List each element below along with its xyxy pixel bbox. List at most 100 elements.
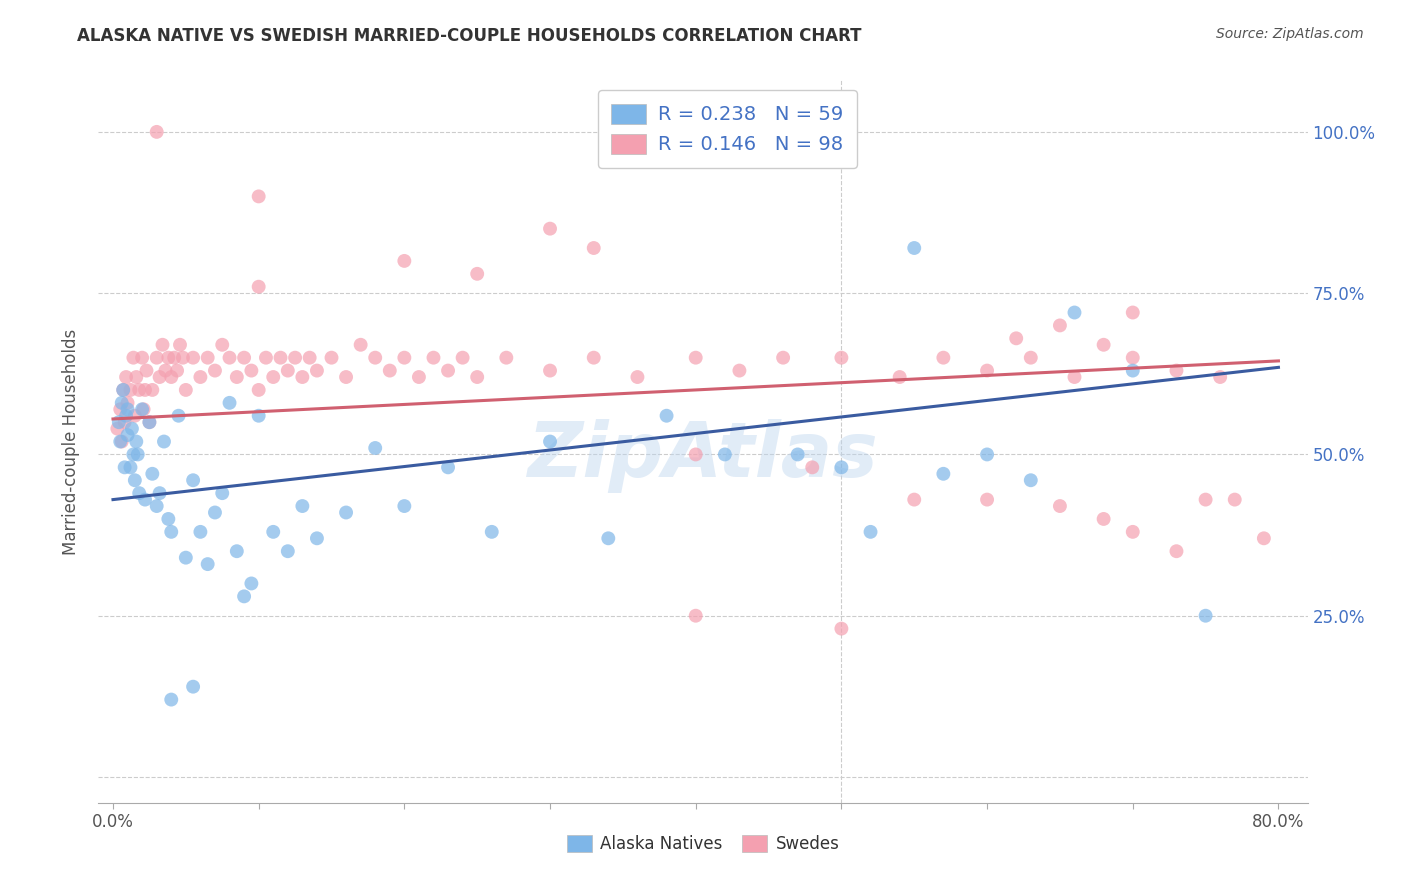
Point xyxy=(153,434,176,449)
Point xyxy=(903,492,925,507)
Point xyxy=(582,241,605,255)
Point xyxy=(163,351,186,365)
Point xyxy=(1209,370,1232,384)
Point xyxy=(335,370,357,384)
Point xyxy=(598,531,620,545)
Point xyxy=(111,434,134,449)
Point xyxy=(626,370,648,384)
Point xyxy=(394,499,416,513)
Point xyxy=(141,383,163,397)
Point xyxy=(422,351,444,365)
Point xyxy=(149,370,172,384)
Point xyxy=(233,590,256,604)
Point xyxy=(190,524,212,539)
Point xyxy=(174,383,197,397)
Point xyxy=(685,351,707,365)
Point xyxy=(181,473,204,487)
Point xyxy=(437,363,460,377)
Point xyxy=(801,460,824,475)
Point xyxy=(190,370,212,384)
Point xyxy=(240,363,263,377)
Point xyxy=(225,370,247,384)
Point xyxy=(169,338,191,352)
Point xyxy=(976,447,998,461)
Point xyxy=(350,338,373,352)
Point xyxy=(538,434,561,449)
Point xyxy=(138,415,160,429)
Point xyxy=(112,383,135,397)
Point xyxy=(830,622,852,636)
Point xyxy=(932,467,955,481)
Point xyxy=(270,351,292,365)
Point xyxy=(321,351,343,365)
Point xyxy=(903,241,925,255)
Point xyxy=(772,351,794,365)
Point xyxy=(157,512,180,526)
Y-axis label: Married-couple Households: Married-couple Households xyxy=(62,328,80,555)
Point xyxy=(437,460,460,475)
Point xyxy=(1253,531,1275,545)
Point xyxy=(284,351,307,365)
Point xyxy=(211,338,233,352)
Point xyxy=(204,363,226,377)
Point xyxy=(149,486,172,500)
Point xyxy=(117,428,139,442)
Point xyxy=(1122,524,1144,539)
Point xyxy=(830,460,852,475)
Point xyxy=(160,370,183,384)
Point xyxy=(141,467,163,481)
Point xyxy=(291,370,314,384)
Point xyxy=(364,351,387,365)
Point xyxy=(786,447,808,461)
Point xyxy=(114,415,136,429)
Point xyxy=(976,363,998,377)
Point xyxy=(117,396,139,410)
Point xyxy=(538,363,561,377)
Point xyxy=(132,402,155,417)
Point xyxy=(115,370,138,384)
Point xyxy=(174,550,197,565)
Point xyxy=(197,557,219,571)
Point xyxy=(1049,318,1071,333)
Point xyxy=(305,363,328,377)
Point xyxy=(131,351,153,365)
Point xyxy=(277,363,299,377)
Point xyxy=(218,351,240,365)
Point xyxy=(685,608,707,623)
Point xyxy=(714,447,737,461)
Point xyxy=(247,279,270,293)
Point xyxy=(240,576,263,591)
Text: ZipAtlas: ZipAtlas xyxy=(527,419,879,493)
Point xyxy=(110,434,132,449)
Point xyxy=(1019,351,1042,365)
Point xyxy=(105,422,128,436)
Point xyxy=(145,351,167,365)
Point xyxy=(128,486,150,500)
Point xyxy=(1005,331,1028,345)
Point xyxy=(465,370,488,384)
Point xyxy=(262,370,284,384)
Point xyxy=(181,351,204,365)
Point xyxy=(254,351,277,365)
Point xyxy=(134,383,156,397)
Point xyxy=(298,351,321,365)
Point xyxy=(160,692,183,706)
Point xyxy=(394,254,416,268)
Point xyxy=(1194,492,1216,507)
Point xyxy=(112,383,135,397)
Point xyxy=(1092,512,1115,526)
Point xyxy=(117,402,139,417)
Point xyxy=(1122,363,1144,377)
Point xyxy=(1092,338,1115,352)
Point xyxy=(204,506,226,520)
Point xyxy=(124,409,146,423)
Point xyxy=(1063,370,1085,384)
Point xyxy=(157,351,180,365)
Point xyxy=(889,370,911,384)
Point xyxy=(481,524,503,539)
Point xyxy=(1122,305,1144,319)
Point xyxy=(291,499,314,513)
Point xyxy=(108,415,131,429)
Point xyxy=(262,524,284,539)
Point xyxy=(120,460,142,475)
